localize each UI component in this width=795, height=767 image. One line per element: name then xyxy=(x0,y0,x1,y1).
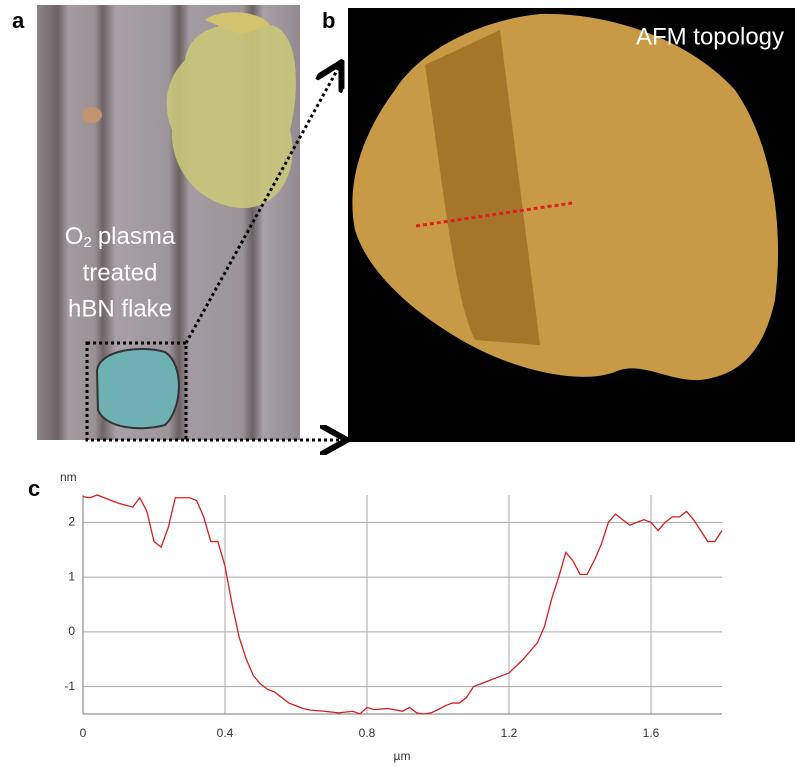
x-tick-label: 0 xyxy=(80,726,87,740)
x-tick-label: 1.2 xyxy=(501,726,518,740)
y-tick-label: 0 xyxy=(68,624,75,638)
optical-note: treated xyxy=(83,259,158,286)
x-tick-label: 1.6 xyxy=(643,726,660,740)
flake-small xyxy=(82,107,102,123)
profile-curve xyxy=(83,495,722,714)
panel-label: b xyxy=(322,8,335,33)
y-tick-label: -1 xyxy=(64,679,75,693)
panel-label: c xyxy=(28,476,40,501)
x-tick-label: 0.4 xyxy=(217,726,234,740)
y-tick-label: 2 xyxy=(68,515,75,529)
optical-note: hBN flake xyxy=(68,295,172,322)
y-tick-label: 1 xyxy=(68,569,75,583)
y-unit: nm xyxy=(60,470,77,484)
panel-label: a xyxy=(12,8,25,33)
figure: O2plasma treated hBN flake a b c AFM top… xyxy=(0,0,795,767)
afm-note: AFM topology xyxy=(636,23,784,50)
x-tick-label: 0.8 xyxy=(359,726,376,740)
flake-treated xyxy=(97,349,179,428)
x-axis-label: µm xyxy=(394,749,411,763)
